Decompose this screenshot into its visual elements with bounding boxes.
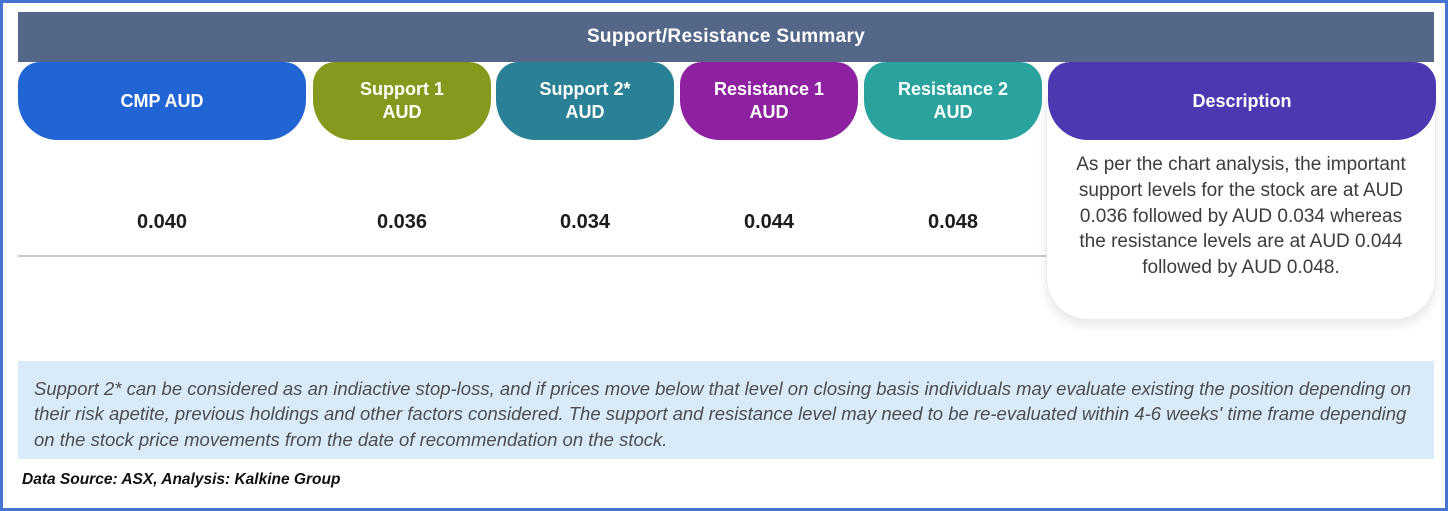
- data-source-line: Data Source: ASX, Analysis: Kalkine Grou…: [22, 471, 341, 488]
- column-header-resistance-2-aud-label: Resistance 2 AUD: [897, 79, 1009, 122]
- resistance-2-aud-value: 0.048: [927, 211, 979, 233]
- column-header-support-1-aud: Support 1 AUD: [313, 62, 491, 140]
- cmp-aud-value: 0.040: [136, 211, 188, 233]
- footnote-box: Support 2* can be considered as an india…: [18, 361, 1434, 459]
- column-header-support-2-aud-label: Support 2* AUD: [539, 79, 631, 122]
- resistance-1-aud-value: 0.044: [743, 211, 795, 233]
- footnote-text: Support 2* can be considered as an india…: [34, 378, 1412, 450]
- table-title-bar: Support/Resistance Summary: [18, 12, 1434, 62]
- column-header-description-label: Description: [1192, 90, 1292, 111]
- description-text: As per the chart analysis, the important…: [1076, 154, 1406, 279]
- column-header-cmp-aud: CMP AUD: [18, 62, 306, 140]
- column-header-support-1-aud-label: Support 1 AUD: [360, 79, 444, 122]
- column-header-resistance-1-aud-label: Resistance 1 AUD: [713, 79, 825, 122]
- column-header-resistance-1-aud: Resistance 1 AUD: [680, 62, 858, 140]
- support-1-aud-value: 0.036: [376, 211, 428, 233]
- column-header-description: Description: [1048, 62, 1436, 140]
- table-title: Support/Resistance Summary: [586, 26, 866, 47]
- support-2-aud-value: 0.034: [559, 211, 611, 233]
- column-header-support-2-aud: Support 2* AUD: [496, 62, 674, 140]
- row-divider-line: [18, 255, 1048, 257]
- column-header-cmp-aud-label: CMP AUD: [120, 90, 204, 111]
- column-header-resistance-2-aud: Resistance 2 AUD: [864, 62, 1042, 140]
